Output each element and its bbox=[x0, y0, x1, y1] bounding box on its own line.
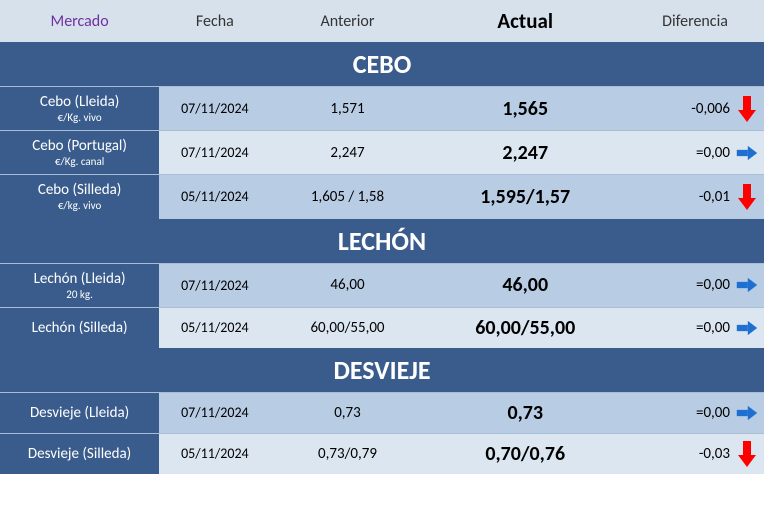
date-cell: 05/11/2024 bbox=[159, 307, 270, 348]
current-cell: 1,565 bbox=[424, 87, 626, 131]
arrow-right-icon bbox=[736, 399, 758, 427]
market-cell: Cebo (Silleda)€/kg. vivo bbox=[0, 175, 159, 219]
arrow-right-icon bbox=[736, 139, 758, 167]
previous-cell: 2,247 bbox=[271, 131, 425, 175]
arrow-down-icon bbox=[736, 440, 758, 468]
current-cell: 46,00 bbox=[424, 263, 626, 307]
difference-cell: -0,01 bbox=[626, 175, 764, 219]
difference-value: -0,03 bbox=[699, 445, 730, 463]
col-actual: Actual bbox=[424, 0, 626, 42]
arrow-down-icon bbox=[736, 95, 758, 123]
col-mercado: Mercado bbox=[0, 0, 159, 42]
table-row: Desvieje (Lleida) 07/11/2024 0,73 0,73 =… bbox=[0, 392, 764, 433]
difference-cell: -0,006 bbox=[626, 87, 764, 131]
current-cell: 60,00/55,00 bbox=[424, 307, 626, 348]
table-row: Lechón (Lleida)20 kg. 07/11/2024 46,00 4… bbox=[0, 263, 764, 307]
market-cell: Lechón (Lleida)20 kg. bbox=[0, 263, 159, 307]
previous-cell: 1,605 / 1,58 bbox=[271, 175, 425, 219]
table-row: Cebo (Portugal)€/Kg. canal 07/11/2024 2,… bbox=[0, 131, 764, 175]
market-cell: Lechón (Silleda) bbox=[0, 307, 159, 348]
date-cell: 07/11/2024 bbox=[159, 87, 270, 131]
difference-value: -0,01 bbox=[699, 188, 730, 206]
difference-cell: =0,00 bbox=[626, 307, 764, 348]
price-table: Mercado Fecha Anterior Actual Diferencia… bbox=[0, 0, 764, 474]
section-header: CEBO bbox=[0, 42, 764, 87]
col-fecha: Fecha bbox=[159, 0, 270, 42]
date-cell: 07/11/2024 bbox=[159, 131, 270, 175]
difference-cell: =0,00 bbox=[626, 392, 764, 433]
current-cell: 0,70/0,76 bbox=[424, 433, 626, 474]
current-cell: 2,247 bbox=[424, 131, 626, 175]
date-cell: 05/11/2024 bbox=[159, 175, 270, 219]
market-cell: Desvieje (Silleda) bbox=[0, 433, 159, 474]
difference-value: =0,00 bbox=[696, 276, 730, 294]
difference-value: -0,006 bbox=[691, 100, 730, 118]
table-row: Lechón (Silleda) 05/11/2024 60,00/55,00 … bbox=[0, 307, 764, 348]
date-cell: 07/11/2024 bbox=[159, 392, 270, 433]
market-subtitle: 20 kg. bbox=[4, 288, 155, 301]
col-diferencia: Diferencia bbox=[626, 0, 764, 42]
previous-cell: 46,00 bbox=[271, 263, 425, 307]
table-row: Cebo (Silleda)€/kg. vivo 05/11/2024 1,60… bbox=[0, 175, 764, 219]
difference-value: =0,00 bbox=[696, 144, 730, 162]
previous-cell: 0,73 bbox=[271, 392, 425, 433]
table-row: Desvieje (Silleda) 05/11/2024 0,73/0,79 … bbox=[0, 433, 764, 474]
arrow-right-icon bbox=[736, 314, 758, 342]
previous-cell: 60,00/55,00 bbox=[271, 307, 425, 348]
market-subtitle: €/Kg. canal bbox=[4, 155, 155, 168]
difference-cell: =0,00 bbox=[626, 263, 764, 307]
date-cell: 05/11/2024 bbox=[159, 433, 270, 474]
previous-cell: 1,571 bbox=[271, 87, 425, 131]
market-cell: Cebo (Portugal)€/Kg. canal bbox=[0, 131, 159, 175]
current-cell: 1,595/1,57 bbox=[424, 175, 626, 219]
market-cell: Desvieje (Lleida) bbox=[0, 392, 159, 433]
difference-cell: =0,00 bbox=[626, 131, 764, 175]
table-row: Cebo (Lleida)€/Kg. vivo 07/11/2024 1,571… bbox=[0, 87, 764, 131]
col-anterior: Anterior bbox=[271, 0, 425, 42]
market-subtitle: €/Kg. vivo bbox=[4, 111, 155, 124]
section-header: LECHÓN bbox=[0, 219, 764, 264]
market-cell: Cebo (Lleida)€/Kg. vivo bbox=[0, 87, 159, 131]
previous-cell: 0,73/0,79 bbox=[271, 433, 425, 474]
difference-value: =0,00 bbox=[696, 319, 730, 337]
date-cell: 07/11/2024 bbox=[159, 263, 270, 307]
arrow-right-icon bbox=[736, 271, 758, 299]
table-header-row: Mercado Fecha Anterior Actual Diferencia bbox=[0, 0, 764, 42]
current-cell: 0,73 bbox=[424, 392, 626, 433]
arrow-down-icon bbox=[736, 183, 758, 211]
difference-value: =0,00 bbox=[696, 404, 730, 422]
market-subtitle: €/kg. vivo bbox=[4, 199, 155, 212]
section-header: DESVIEJE bbox=[0, 348, 764, 393]
difference-cell: -0,03 bbox=[626, 433, 764, 474]
